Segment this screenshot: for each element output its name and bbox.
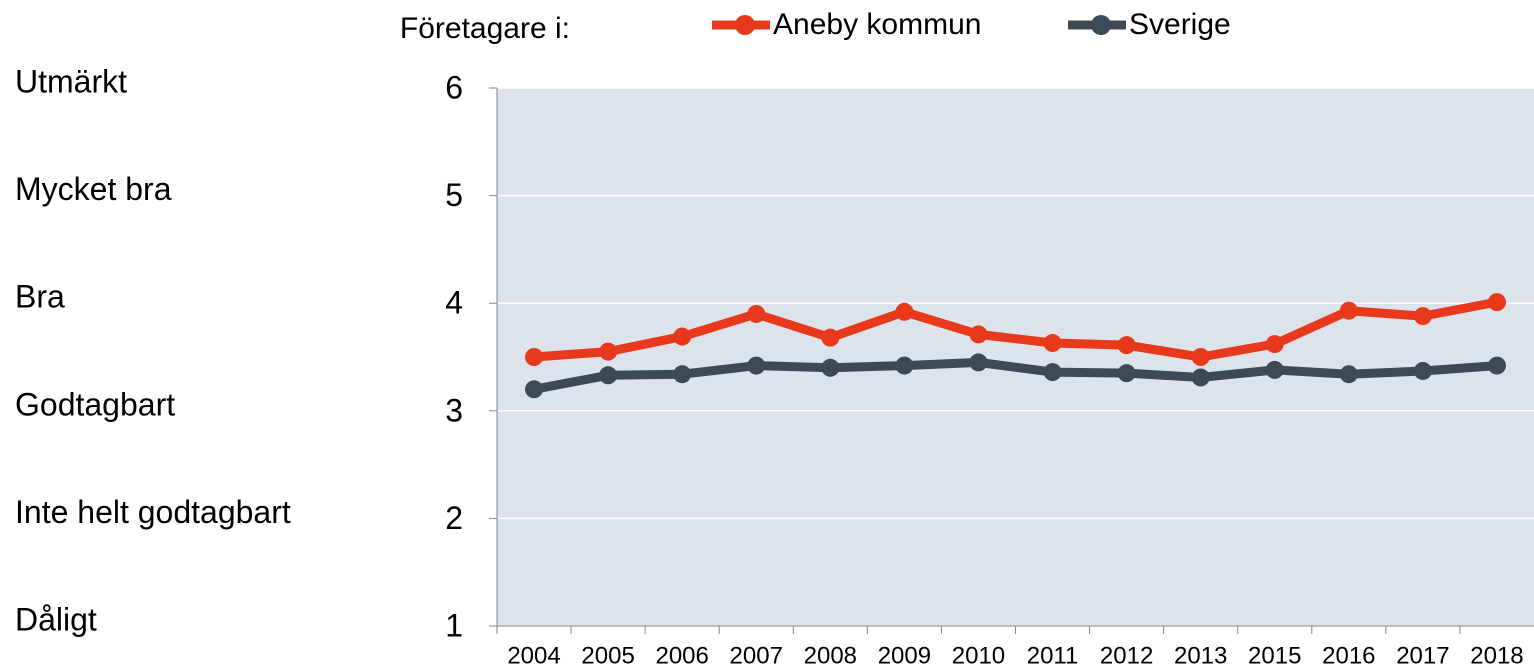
legend-label: Aneby kommun	[773, 8, 981, 41]
y-tick-label: 6	[445, 69, 463, 105]
x-tick-label: 2017	[1396, 642, 1449, 669]
point	[673, 327, 692, 346]
x-tick-label: 2011	[1027, 642, 1079, 669]
point	[821, 328, 840, 347]
y-tick-label: 4	[445, 285, 463, 321]
y-category-label: Mycket bra	[15, 171, 172, 207]
y-category-label: Bra	[15, 279, 65, 315]
x-tick-label: 2008	[804, 642, 857, 669]
point	[747, 356, 766, 375]
point	[747, 304, 766, 323]
legend-marker	[735, 15, 755, 35]
y-category-label: Inte helt godtagbart	[15, 494, 291, 530]
y-category-label: Utmärkt	[15, 63, 127, 99]
x-tick-label: 2013	[1174, 642, 1227, 669]
point	[1043, 363, 1062, 382]
point	[1339, 365, 1358, 384]
point	[1413, 361, 1432, 380]
point	[1413, 307, 1432, 326]
point	[969, 325, 988, 344]
point	[821, 358, 840, 377]
x-tick-label: 2009	[878, 642, 931, 669]
point	[1117, 336, 1136, 355]
x-tick-label: 2006	[655, 642, 708, 669]
point	[1117, 364, 1136, 383]
x-tick-label: 2015	[1248, 642, 1301, 669]
x-tick-label: 2005	[581, 642, 634, 669]
x-tick-label: 2016	[1322, 642, 1375, 669]
point	[1191, 348, 1210, 366]
point	[895, 356, 914, 375]
point	[895, 302, 914, 321]
y-category-label: Godtagbart	[15, 386, 175, 422]
point	[673, 365, 692, 384]
legend-label: Sverige	[1129, 8, 1231, 41]
x-tick-label: 2004	[507, 642, 560, 669]
series-line	[533, 357, 1498, 394]
point	[1191, 368, 1210, 387]
x-tick-label: 2010	[952, 642, 1005, 669]
x-tick-label: 2007	[730, 642, 783, 669]
x-tick-label: 2012	[1100, 642, 1153, 669]
point	[1265, 360, 1284, 379]
point	[1043, 334, 1062, 353]
point	[1487, 356, 1506, 375]
y-tick-label: 1	[445, 607, 463, 643]
point	[1265, 335, 1284, 354]
point	[525, 380, 544, 399]
plot-area	[497, 88, 1534, 626]
point	[599, 342, 618, 361]
point	[1487, 293, 1506, 312]
point	[1339, 301, 1358, 320]
y-tick-label: 5	[445, 177, 463, 213]
point	[599, 366, 618, 385]
y-category-label: Dåligt	[15, 601, 97, 637]
point	[969, 353, 988, 372]
point	[525, 348, 544, 366]
y-tick-label: 3	[445, 392, 463, 428]
series-line	[533, 297, 1498, 362]
legend-title: Företagare i:	[400, 12, 570, 45]
legend-marker	[1091, 15, 1111, 35]
x-tick-label: 2018	[1470, 642, 1523, 669]
y-tick-label: 2	[445, 500, 463, 536]
